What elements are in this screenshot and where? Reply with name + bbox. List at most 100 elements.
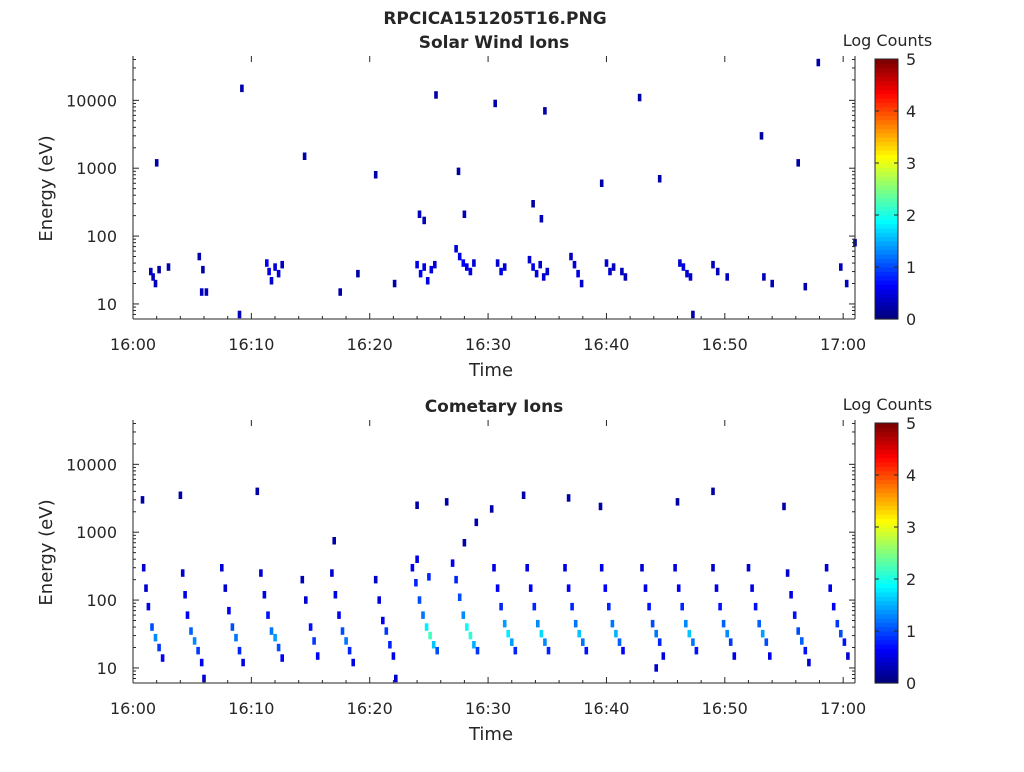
colorbar-swatch [875,431,898,437]
heatmap-cell [603,584,608,592]
heatmap-cell [536,619,540,628]
heatmap-cell [415,555,419,563]
heatmap-cell [824,564,829,572]
colorbar-swatch [875,436,898,441]
colorbar-swatch [875,501,898,506]
colorbar-swatch [875,479,898,485]
heatmap-cell [532,602,537,611]
colorbar-label: Log Counts [843,31,933,50]
heatmap-cell [599,564,604,572]
heatmap-cell [620,267,624,276]
heatmap-cell [510,638,514,646]
colorbar-frame [874,58,899,320]
heatmap-cell [461,259,466,267]
x-tick-label: 16:50 [702,699,748,718]
heatmap-cell [599,179,604,187]
heatmap-cell [276,269,281,278]
heatmap-cell [725,629,729,638]
cometary-panel: Cometary Ions 16:00 16:10 16:20 16:30 16:40 16… [36,395,932,745]
y-tick-label: 100 [86,591,117,610]
heatmap-cell [513,646,518,655]
heatmap-cell [839,629,843,638]
colorbar-swatch [875,553,898,558]
heatmap-cell [534,269,539,278]
heatmap-cell [714,584,719,592]
heatmap-cell [570,602,574,611]
heatmap-cell [675,498,680,506]
x-tick-label: 17:00 [820,335,866,354]
heatmap-cell [267,267,271,276]
x-axis-label: Time [468,724,513,745]
colorbar-swatch [875,124,898,129]
heatmap-cell [728,638,733,646]
heatmap-cell [410,564,415,572]
heatmap-cell [785,569,790,577]
heatmap-cell [499,267,503,276]
heatmap-cell [691,638,695,646]
heatmap-cell [347,646,352,655]
heatmap-cell [807,658,811,667]
heatmap-cell [391,652,396,660]
heatmap-cell [273,633,277,642]
colorbar-tick-label: 4 [906,102,916,121]
heatmap-cell [315,652,320,660]
heatmap-cell [711,487,715,496]
heatmap-cell [757,619,761,628]
colorbar-swatch [875,80,898,86]
heatmap-cells [140,487,850,683]
figure-title: RPCICA151205T16.PNG [383,9,606,29]
heatmap-cell [499,602,503,611]
colorbar-swatch [875,115,898,121]
heatmap-cell [189,627,193,635]
heatmap-cell [573,619,578,628]
heatmap-cell [623,273,628,281]
colorbar-swatch [875,293,898,298]
colorbar-swatch [875,518,898,524]
x-tick-label: 17:00 [820,699,866,718]
colorbar-swatch [875,483,898,489]
heatmap-cell [431,641,436,649]
heatmap-cell [598,502,603,511]
colorbar-swatch [875,262,898,268]
heatmap-cell [166,263,171,271]
heatmap-cell [640,564,644,572]
colorbar-tick-label: 2 [906,206,916,225]
colorbar-swatch [875,63,898,69]
colorbar-swatch [875,561,898,567]
heatmap-cell [332,537,336,545]
heatmap-cell [429,265,434,274]
colorbar-swatch [875,193,898,199]
colorbar-swatch [875,154,898,160]
colorbar-swatch [875,540,898,545]
heatmap-cell [844,279,849,288]
heatmap-cell [160,654,165,662]
heatmap-cell [654,629,658,638]
heatmap-cell [531,263,535,271]
heatmap-cell [153,633,158,642]
colorbar-swatch [875,301,898,307]
colorbar-swatch [875,670,898,675]
heatmap-cell [545,267,550,276]
heatmap-cell [237,646,242,655]
colorbar-swatch [875,67,898,73]
plot-title: Solar Wind Ions [419,33,570,53]
heatmap-cell [157,265,161,274]
heatmap-cell [151,273,155,281]
heatmap-cell [465,623,469,631]
colorbar-swatch [875,579,898,584]
colorbar-swatch [875,210,898,216]
heatmap-cell [543,638,547,646]
colorbar-swatch [875,466,898,472]
heatmap-cell [493,99,497,108]
y-tick-label: 100 [86,227,117,246]
heatmap-cell [204,288,209,296]
heatmap-cell [759,132,764,140]
colorbar-swatch [875,544,898,550]
heatmap-cell [543,107,547,115]
x-tick-label: 16:10 [228,335,274,354]
heatmap-cell [617,638,622,646]
colorbar-swatch [875,592,898,597]
heatmap-cell [760,629,765,638]
heatmap-cell [197,252,202,261]
